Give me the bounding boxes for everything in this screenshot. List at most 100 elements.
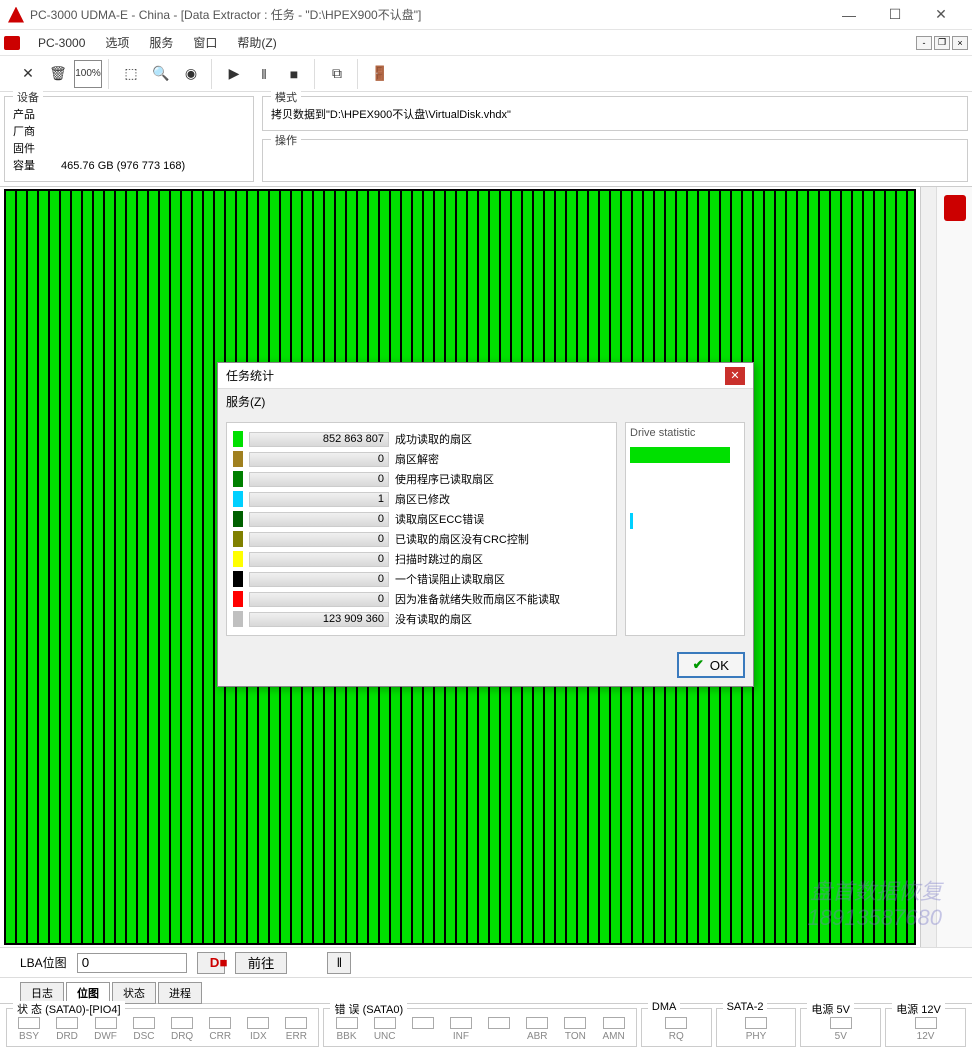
tool-copy-icon[interactable]: ⧉ bbox=[323, 60, 351, 88]
tool-search-icon[interactable]: 🔍 bbox=[147, 60, 175, 88]
led bbox=[564, 1017, 586, 1029]
tool-settings-icon[interactable]: ✕ bbox=[14, 60, 42, 88]
menu-window[interactable]: 窗口 bbox=[189, 32, 221, 53]
led-item: ERR bbox=[285, 1017, 307, 1042]
stat-row: 0因为准备就绪失败而扇区不能读取 bbox=[233, 589, 610, 609]
mdi-close[interactable]: × bbox=[952, 36, 968, 50]
led bbox=[95, 1017, 117, 1029]
dialog-close-button[interactable]: ✕ bbox=[725, 367, 745, 385]
status-group-state: 状 态 (SATA0)-[PIO4] BSYDRDDWFDSCDRQCRRIDX… bbox=[6, 1008, 319, 1047]
led-item: CRR bbox=[209, 1017, 231, 1042]
device-product-label: 产品 bbox=[13, 107, 61, 124]
stat-bar: 123 909 360 bbox=[249, 612, 389, 627]
app-icon bbox=[8, 7, 24, 23]
device-legend: 设备 bbox=[13, 89, 43, 105]
menu-options[interactable]: 选项 bbox=[101, 32, 133, 53]
menu-app-icon bbox=[4, 36, 20, 50]
menu-help[interactable]: 帮助(Z) bbox=[233, 32, 280, 53]
stat-row: 852 863 807成功读取的扇区 bbox=[233, 429, 610, 449]
power5-legend: 电源 5V bbox=[807, 1001, 854, 1017]
side-drive-icon[interactable] bbox=[944, 195, 966, 221]
dma-legend: DMA bbox=[648, 1001, 680, 1013]
grid-scrollbar[interactable] bbox=[920, 187, 936, 947]
tool-stop-icon[interactable]: ■ bbox=[280, 60, 308, 88]
stat-bar: 0 bbox=[249, 452, 389, 467]
led-item: BSY bbox=[18, 1017, 40, 1042]
stat-value: 0 bbox=[378, 453, 384, 466]
led bbox=[450, 1017, 472, 1029]
lba-goto-button[interactable]: 前往 bbox=[235, 952, 288, 974]
mdi-minimize[interactable]: - bbox=[916, 36, 932, 50]
stat-row: 1 扇区已修改 bbox=[233, 489, 610, 509]
stat-bar: 0 bbox=[249, 532, 389, 547]
lba-marker-button[interactable]: D■ bbox=[197, 952, 225, 974]
menu-app[interactable]: PC-3000 bbox=[34, 34, 89, 52]
power12-led bbox=[915, 1017, 937, 1029]
dialog-menu[interactable]: 服务(Z) bbox=[218, 389, 753, 414]
led-item: DRD bbox=[56, 1017, 78, 1042]
ok-button[interactable]: ✔OK bbox=[677, 652, 745, 678]
stats-panel: 852 863 807成功读取的扇区0扇区解密0使用程序已读取扇区1扇区已修改0… bbox=[226, 422, 617, 636]
stat-color-swatch bbox=[233, 591, 243, 607]
stat-label: 一个错误阻止读取扇区 bbox=[395, 571, 610, 587]
window-title: PC-3000 UDMA-E - China - [Data Extractor… bbox=[30, 6, 826, 23]
stat-value: 0 bbox=[378, 593, 384, 606]
tool-percent-icon[interactable]: 100% bbox=[74, 60, 102, 88]
power5-led bbox=[830, 1017, 852, 1029]
maximize-button[interactable]: ☐ bbox=[872, 0, 918, 30]
dialog-titlebar: 任务统计 ✕ bbox=[218, 363, 753, 389]
menubar: PC-3000 选项 服务 窗口 帮助(Z) - ❐ × bbox=[0, 30, 972, 56]
led-item: DSC bbox=[133, 1017, 155, 1042]
tool-trash-icon[interactable]: 🗑 bbox=[44, 60, 72, 88]
led bbox=[488, 1017, 510, 1029]
stat-label: 没有读取的扇区 bbox=[395, 611, 610, 627]
stat-value: 0 bbox=[378, 473, 384, 486]
close-button[interactable]: ✕ bbox=[918, 0, 964, 30]
stat-value: 1 bbox=[378, 493, 384, 506]
stat-row: 0读取扇区ECC错误 bbox=[233, 509, 610, 529]
status-legend: 状 态 (SATA0)-[PIO4] bbox=[13, 1001, 125, 1017]
tool-drive-icon[interactable]: ⬚ bbox=[117, 60, 145, 88]
mdi-restore[interactable]: ❐ bbox=[934, 36, 950, 50]
led bbox=[133, 1017, 155, 1029]
stat-color-swatch bbox=[233, 451, 243, 467]
led-item: UNC bbox=[374, 1017, 396, 1042]
tab-process[interactable]: 进程 bbox=[158, 982, 202, 1004]
led-item: DRQ bbox=[171, 1017, 193, 1042]
led bbox=[56, 1017, 78, 1029]
led-item: AMN bbox=[603, 1017, 625, 1042]
minimize-button[interactable]: — bbox=[826, 0, 872, 30]
stat-bar: 0 bbox=[249, 552, 389, 567]
led bbox=[603, 1017, 625, 1029]
stat-label: 扫描时跳过的扇区 bbox=[395, 551, 610, 567]
stat-row: 0一个错误阻止读取扇区 bbox=[233, 569, 610, 589]
tool-disk-icon[interactable]: ◉ bbox=[177, 60, 205, 88]
stat-label: 扇区已修改 bbox=[395, 491, 610, 507]
stat-bar: 0 bbox=[249, 472, 389, 487]
lba-pause-button[interactable]: ‖ bbox=[327, 952, 351, 974]
lba-input[interactable] bbox=[77, 953, 187, 973]
tool-exit-icon[interactable]: 🚪 bbox=[366, 60, 394, 88]
led bbox=[412, 1017, 434, 1029]
stat-color-swatch bbox=[233, 431, 243, 447]
stat-color-swatch bbox=[233, 491, 243, 507]
tool-pause-icon[interactable]: ‖ bbox=[250, 60, 278, 88]
tabs-row: 日志 位图 状态 进程 bbox=[0, 977, 972, 1003]
stat-row: 123 909 360 没有读取的扇区 bbox=[233, 609, 610, 629]
tool-play-icon[interactable]: ▶ bbox=[220, 60, 248, 88]
led bbox=[247, 1017, 269, 1029]
led bbox=[374, 1017, 396, 1029]
stat-bar: 0 bbox=[249, 592, 389, 607]
status-group-power12: 电源 12V 12V bbox=[885, 1008, 966, 1047]
error-legend: 错 误 (SATA0) bbox=[330, 1001, 407, 1017]
operation-legend: 操作 bbox=[271, 132, 301, 148]
drive-stat-legend: Drive statistic bbox=[630, 427, 740, 439]
stat-color-swatch bbox=[233, 611, 243, 627]
drive-bar bbox=[630, 447, 730, 463]
status-group-error: 错 误 (SATA0) BBKUNCINFABRTONAMN bbox=[323, 1008, 636, 1047]
lba-row: LBA位图 D■ 前往 ‖ bbox=[0, 947, 972, 977]
stat-row: 0扇区解密 bbox=[233, 449, 610, 469]
stat-row: 0 扫描时跳过的扇区 bbox=[233, 549, 610, 569]
menu-service[interactable]: 服务 bbox=[145, 32, 177, 53]
stat-value: 0 bbox=[378, 533, 384, 546]
